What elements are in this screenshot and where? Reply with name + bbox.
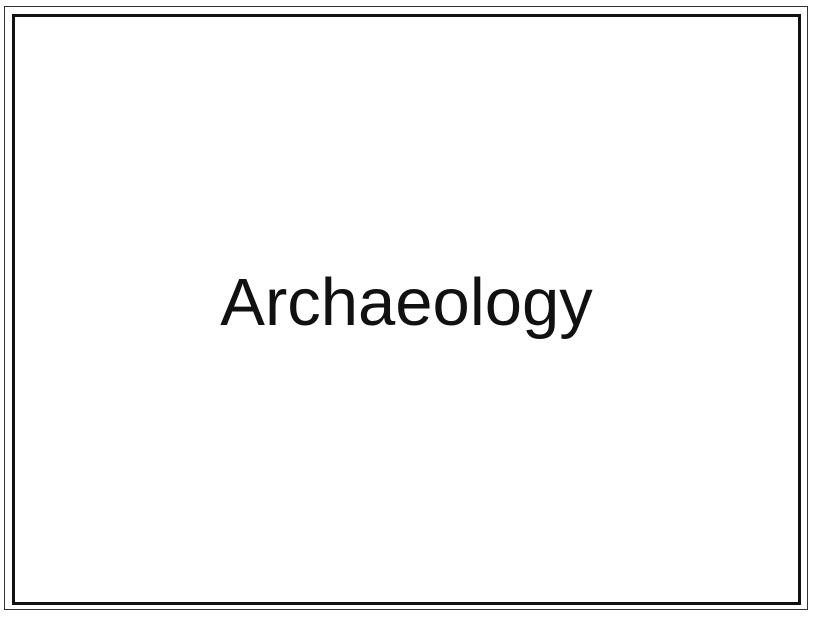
flashcard[interactable]: Archaeology: [12, 14, 801, 605]
card-title: Archaeology: [220, 265, 593, 340]
card-title-container: Archaeology: [15, 17, 798, 602]
